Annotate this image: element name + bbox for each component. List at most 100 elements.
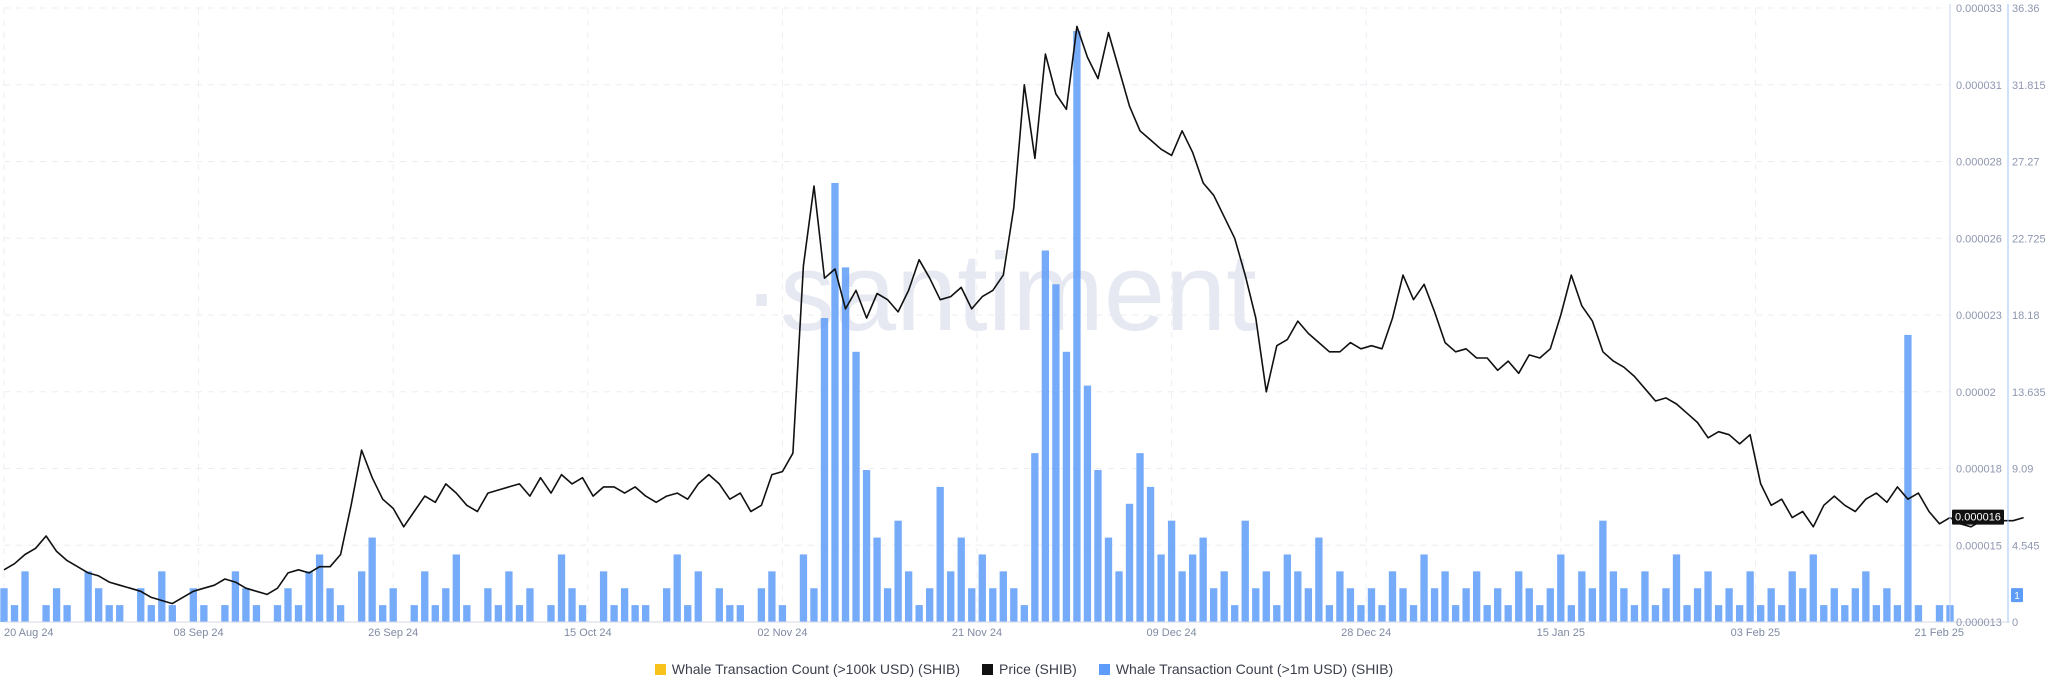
- count-bar: [1104, 537, 1113, 622]
- current-price-box: [1952, 509, 2004, 525]
- count-bar: [116, 605, 124, 622]
- count-bar: [1430, 588, 1439, 622]
- count-bar: [1020, 605, 1028, 622]
- count-bar: [1146, 486, 1155, 622]
- count-bar: [1167, 520, 1176, 622]
- count-bar: [336, 605, 345, 622]
- count-bar: [1378, 605, 1386, 622]
- count-bar: [1904, 334, 1912, 622]
- watermark: ·santiment: [743, 231, 1257, 354]
- count-bar: [1409, 605, 1418, 622]
- count-bar: [1567, 605, 1575, 622]
- count-bar: [1052, 284, 1060, 622]
- count-bar: [252, 605, 261, 622]
- count-bar: [1620, 588, 1628, 622]
- count-bar: [1672, 554, 1681, 622]
- count-bar: [305, 571, 313, 622]
- count-bar: [684, 605, 692, 622]
- count-tick-label: 4.545: [2012, 540, 2040, 552]
- count-bar: [1220, 571, 1228, 622]
- count-bar: [1273, 605, 1281, 622]
- count-bar: [978, 554, 986, 622]
- count-bar: [1367, 588, 1376, 622]
- count-bar: [1157, 554, 1165, 622]
- count-tick-label: 31.815: [2012, 80, 2046, 92]
- count-bar: [694, 571, 702, 622]
- x-tick-label: 03 Feb 25: [1731, 627, 1781, 639]
- x-tick-label: 02 Nov 24: [757, 627, 807, 639]
- count-bar: [1210, 588, 1218, 622]
- count-bar: [1830, 588, 1838, 622]
- legend-item-whale-100k[interactable]: Whale Transaction Count (>100k USD) (SHI…: [654, 661, 960, 677]
- count-bar: [904, 571, 913, 622]
- count-tick-label: 36.36: [2012, 3, 2040, 15]
- count-tick-label: 27.27: [2012, 157, 2040, 169]
- count-bar: [389, 588, 397, 622]
- count-bar: [989, 588, 997, 622]
- count-bar: [631, 605, 639, 622]
- count-bar: [200, 605, 208, 622]
- count-bar: [1252, 588, 1260, 622]
- count-bar: [1735, 605, 1744, 622]
- count-bar: [799, 554, 808, 622]
- count-bar: [494, 605, 503, 622]
- legend-swatch: [654, 663, 666, 675]
- price-tick-labels: 0.000033 0.000031 0.000028 0.000026 0.000023…: [1956, 3, 2002, 629]
- count-bar: [1083, 385, 1092, 622]
- current-value-markers: 0.000016 1: [1952, 509, 2023, 603]
- count-bar: [357, 571, 366, 622]
- legend-item-whale-1m[interactable]: Whale Transaction Count (>1m USD) (SHIB): [1098, 661, 1393, 677]
- count-bar: [1630, 605, 1639, 622]
- count-bar: [10, 605, 19, 622]
- count-bar: [526, 588, 534, 622]
- count-bar: [1199, 537, 1207, 622]
- x-tick-label: 15 Oct 24: [564, 627, 612, 639]
- legend: Whale Transaction Count (>100k USD) (SHI…: [0, 657, 2048, 681]
- count-bar: [1609, 571, 1618, 622]
- count-bar: [1357, 605, 1365, 622]
- count-bar: [936, 486, 944, 622]
- count-bar: [1767, 588, 1775, 622]
- count-bar: [1683, 605, 1691, 622]
- count-bar: [673, 554, 681, 622]
- count-bar: [452, 554, 460, 622]
- count-bar: [1693, 588, 1702, 622]
- count-bar: [568, 588, 576, 622]
- price-tick-label: 0.000018: [1956, 464, 2002, 476]
- count-bar: [1451, 605, 1460, 622]
- count-bar: [557, 554, 566, 622]
- count-bar: [757, 588, 766, 622]
- x-tick-label: 28 Dec 24: [1341, 627, 1391, 639]
- count-bar: [1094, 470, 1102, 622]
- count-bar: [484, 588, 492, 622]
- count-bar: [515, 605, 524, 622]
- legend-item-price[interactable]: Price (SHIB): [982, 661, 1077, 677]
- count-bar: [1494, 588, 1502, 622]
- count-bar: [852, 351, 860, 622]
- count-tick-label: 13.635: [2012, 387, 2046, 399]
- count-bar: [1525, 588, 1533, 622]
- count-bar: [1651, 605, 1660, 622]
- x-tick-label: 09 Dec 24: [1147, 627, 1197, 639]
- count-bar: [1841, 605, 1849, 622]
- count-bar: [1325, 605, 1334, 622]
- count-bar: [1294, 571, 1302, 622]
- count-bar: [1809, 554, 1817, 622]
- count-bar: [1872, 605, 1881, 622]
- count-bar: [1799, 588, 1807, 622]
- price-tick-label: 0.000013: [1956, 617, 2002, 629]
- price-line-layer: [3, 25, 2024, 605]
- count-bar: [1788, 571, 1796, 622]
- count-bar: [63, 605, 71, 622]
- price-tick-label: 0.000028: [1956, 157, 2002, 169]
- count-bar: [189, 588, 198, 622]
- x-tick-label: 15 Jan 25: [1537, 627, 1585, 639]
- count-bar: [620, 588, 629, 622]
- count-bars: [0, 30, 1954, 623]
- count-bar: [778, 605, 787, 622]
- count-bar: [1483, 605, 1491, 622]
- count-bar: [221, 605, 229, 622]
- price-tick-label: 0.000023: [1956, 310, 2002, 322]
- count-bar: [326, 588, 334, 622]
